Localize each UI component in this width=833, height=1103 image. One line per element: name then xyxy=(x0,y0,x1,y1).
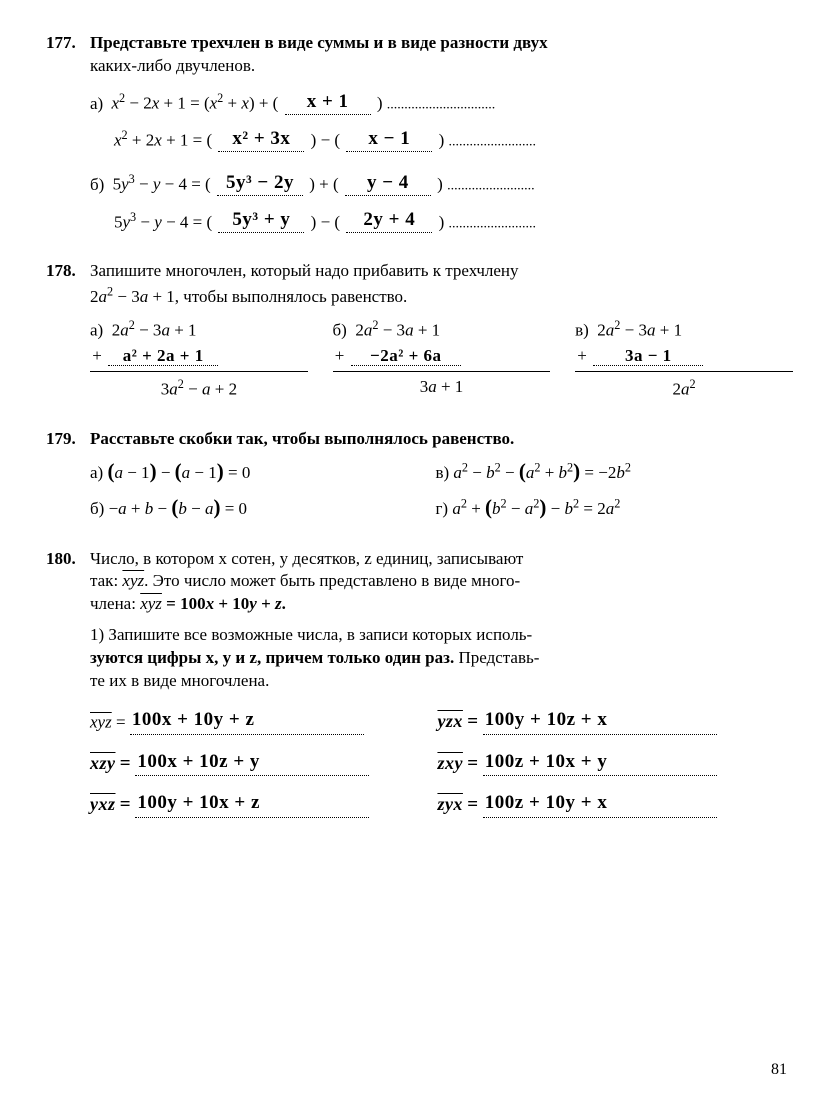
p180-row: xzy = 100x + 10z + y xyxy=(90,749,427,777)
p179-c: в) a2 − b2 − (a2 + b2) = −2b2 xyxy=(435,457,801,485)
problem-text: Запишите многочлен, который надо прибави… xyxy=(90,261,519,280)
handwritten-answer: 100y + 10z + x xyxy=(485,709,608,730)
p180-row: yzx = 100y + 10z + x xyxy=(437,707,803,735)
problem-text: 2a2 − 3a + 1, чтобы выполнялось равенств… xyxy=(90,287,407,306)
handwritten-answer: 3a − 1 xyxy=(625,346,672,365)
handwritten-answer: 100z + 10y + x xyxy=(485,792,608,813)
page-number: 81 xyxy=(771,1059,787,1081)
problem-text: Число, в котором x сотен, y десятков, z … xyxy=(90,549,523,568)
p179-a: а) (a − 1) − (a − 1) = 0 xyxy=(90,457,427,485)
p180-row: zyx = 100z + 10y + x xyxy=(437,790,803,818)
problem-title: Представьте трехчлен в виде суммы и в ви… xyxy=(90,33,548,52)
problem-title: Расставьте скобки так, чтобы выполнялось… xyxy=(90,429,514,448)
sub-text: те их в виде многочлена. xyxy=(90,671,269,690)
p179-b: б) −a + b − (b − a) = 0 xyxy=(90,493,427,521)
problem-subtitle: каких-либо двучленов. xyxy=(90,56,255,75)
problem-number: 177. xyxy=(46,32,90,78)
handwritten-answer: 100x + 10y + z xyxy=(132,709,255,730)
problem-177: 177. Представьте трехчлен в виде суммы и… xyxy=(46,32,793,234)
p178-sum-a: а) 2a2 − 3a + 1 + a² + 2a + 1 3a2 − a + … xyxy=(90,317,308,402)
handwritten-answer: 5y³ + y xyxy=(232,209,290,230)
problem-number: 179. xyxy=(46,428,90,451)
handwritten-answer: 100x + 10z + y xyxy=(137,751,260,772)
problem-number: 178. xyxy=(46,260,90,309)
p177-b-line1: б) 5y3 − y − 4 = ( 5y³ − 2y ) + ( y − 4 … xyxy=(90,171,793,197)
problem-178: 178. Запишите многочлен, который надо пр… xyxy=(46,260,793,402)
handwritten-answer: 5y³ − 2y xyxy=(226,172,294,193)
p180-row: yxz = 100y + 10x + z xyxy=(90,790,427,818)
handwritten-answer: a² + 2a + 1 xyxy=(123,346,204,365)
problem-text: члена: xyz = 100x + 10y + z. xyxy=(90,594,286,613)
handwritten-answer: y − 4 xyxy=(367,172,409,193)
handwritten-answer: x + 1 xyxy=(307,91,349,112)
p178-sum-b: б) 2a2 − 3a + 1 + −2a² + 6a 3a + 1 xyxy=(333,317,551,402)
handwritten-answer: x − 1 xyxy=(368,128,410,149)
handwritten-answer: 2y + 4 xyxy=(363,209,415,230)
handwritten-answer: −2a² + 6a xyxy=(370,346,441,365)
problem-number: 180. xyxy=(46,548,90,694)
p179-d: г) a2 + (b2 − a2) − b2 = 2a2 xyxy=(435,493,801,521)
p177-a-line1: а) x2 − 2x + 1 = (x2 + x) + ( x + 1 ) ..… xyxy=(90,90,793,116)
problem-180: 180. Число, в котором x сотен, y десятко… xyxy=(46,548,793,819)
p178-sum-c: в) 2a2 − 3a + 1 + 3a − 1 2a2 xyxy=(575,317,793,402)
problem-179: 179. Расставьте скобки так, чтобы выполн… xyxy=(46,428,793,522)
handwritten-answer: 100y + 10x + z xyxy=(137,792,260,813)
p180-row: zxy = 100z + 10x + y xyxy=(437,749,803,777)
sub-text: зуются цифры x, y и z, причем только оди… xyxy=(90,648,454,667)
sub-label: 1) xyxy=(90,625,104,644)
p177-a-line2: x2 + 2x + 1 = ( x² + 3x ) − ( x − 1 ) ..… xyxy=(114,127,793,153)
handwritten-answer: x² + 3x xyxy=(232,128,290,149)
p180-row: xyz = 100x + 10y + z xyxy=(90,707,427,735)
handwritten-answer: 100z + 10x + y xyxy=(485,751,608,772)
p177-b-line2: 5y3 − y − 4 = ( 5y³ + y ) − ( 2y + 4 ) .… xyxy=(114,209,793,235)
sub-text: Запишите все возможные числа, в записи к… xyxy=(108,625,532,644)
problem-text: так: xyz. Это число может быть представл… xyxy=(90,571,520,590)
